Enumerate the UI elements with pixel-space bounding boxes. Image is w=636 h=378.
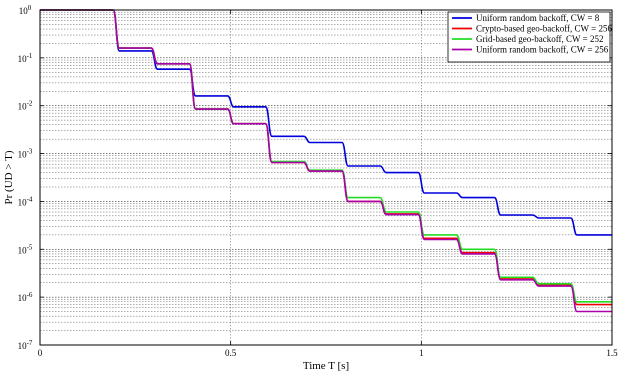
series-line-4 [40,9,612,313]
x-tick-label: 1.5 [606,348,618,358]
y-tick-label: 10-2 [18,100,33,112]
x-axis-label: Time T [s] [303,360,349,372]
x-tick-label: 0.5 [225,348,237,358]
legend-label-3: Grid-based geo-backoff, CW = 252 [476,34,603,44]
legend-label-1: Uniform random backoff, CW = 8 [476,13,600,23]
legend-label-4: Uniform random backoff, CW = 256 [476,45,609,55]
y-tick-label: 10-7 [18,339,33,351]
y-tick-label: 10-5 [18,243,33,255]
x-tick-label: 1 [419,348,424,358]
axis-ticks: 0 0.5 1 1.5 100 10-1 10-2 10-3 10-4 10-5 10-6 10-7 [18,4,619,358]
legend-box [447,11,611,63]
legend: Uniform random backoff, CW = 8Crypto-bas… [447,11,612,63]
y-tick-label: 10-6 [18,291,33,303]
y-tick-label: 10-4 [18,195,33,207]
y-axis-label: Pr (UD > T) [3,150,15,204]
y-tick-label: 10-3 [18,148,33,160]
x-tick-label: 0 [38,348,43,358]
series-line-1 [40,9,612,236]
y-tick-label: 100 [19,4,32,16]
grid-lines [40,10,612,346]
legend-label-2: Crypto-based geo-backoff, CW = 256 [476,24,612,34]
series-lines [40,9,612,313]
plot-frame [39,9,613,346]
y-tick-label: 10-1 [18,52,33,64]
